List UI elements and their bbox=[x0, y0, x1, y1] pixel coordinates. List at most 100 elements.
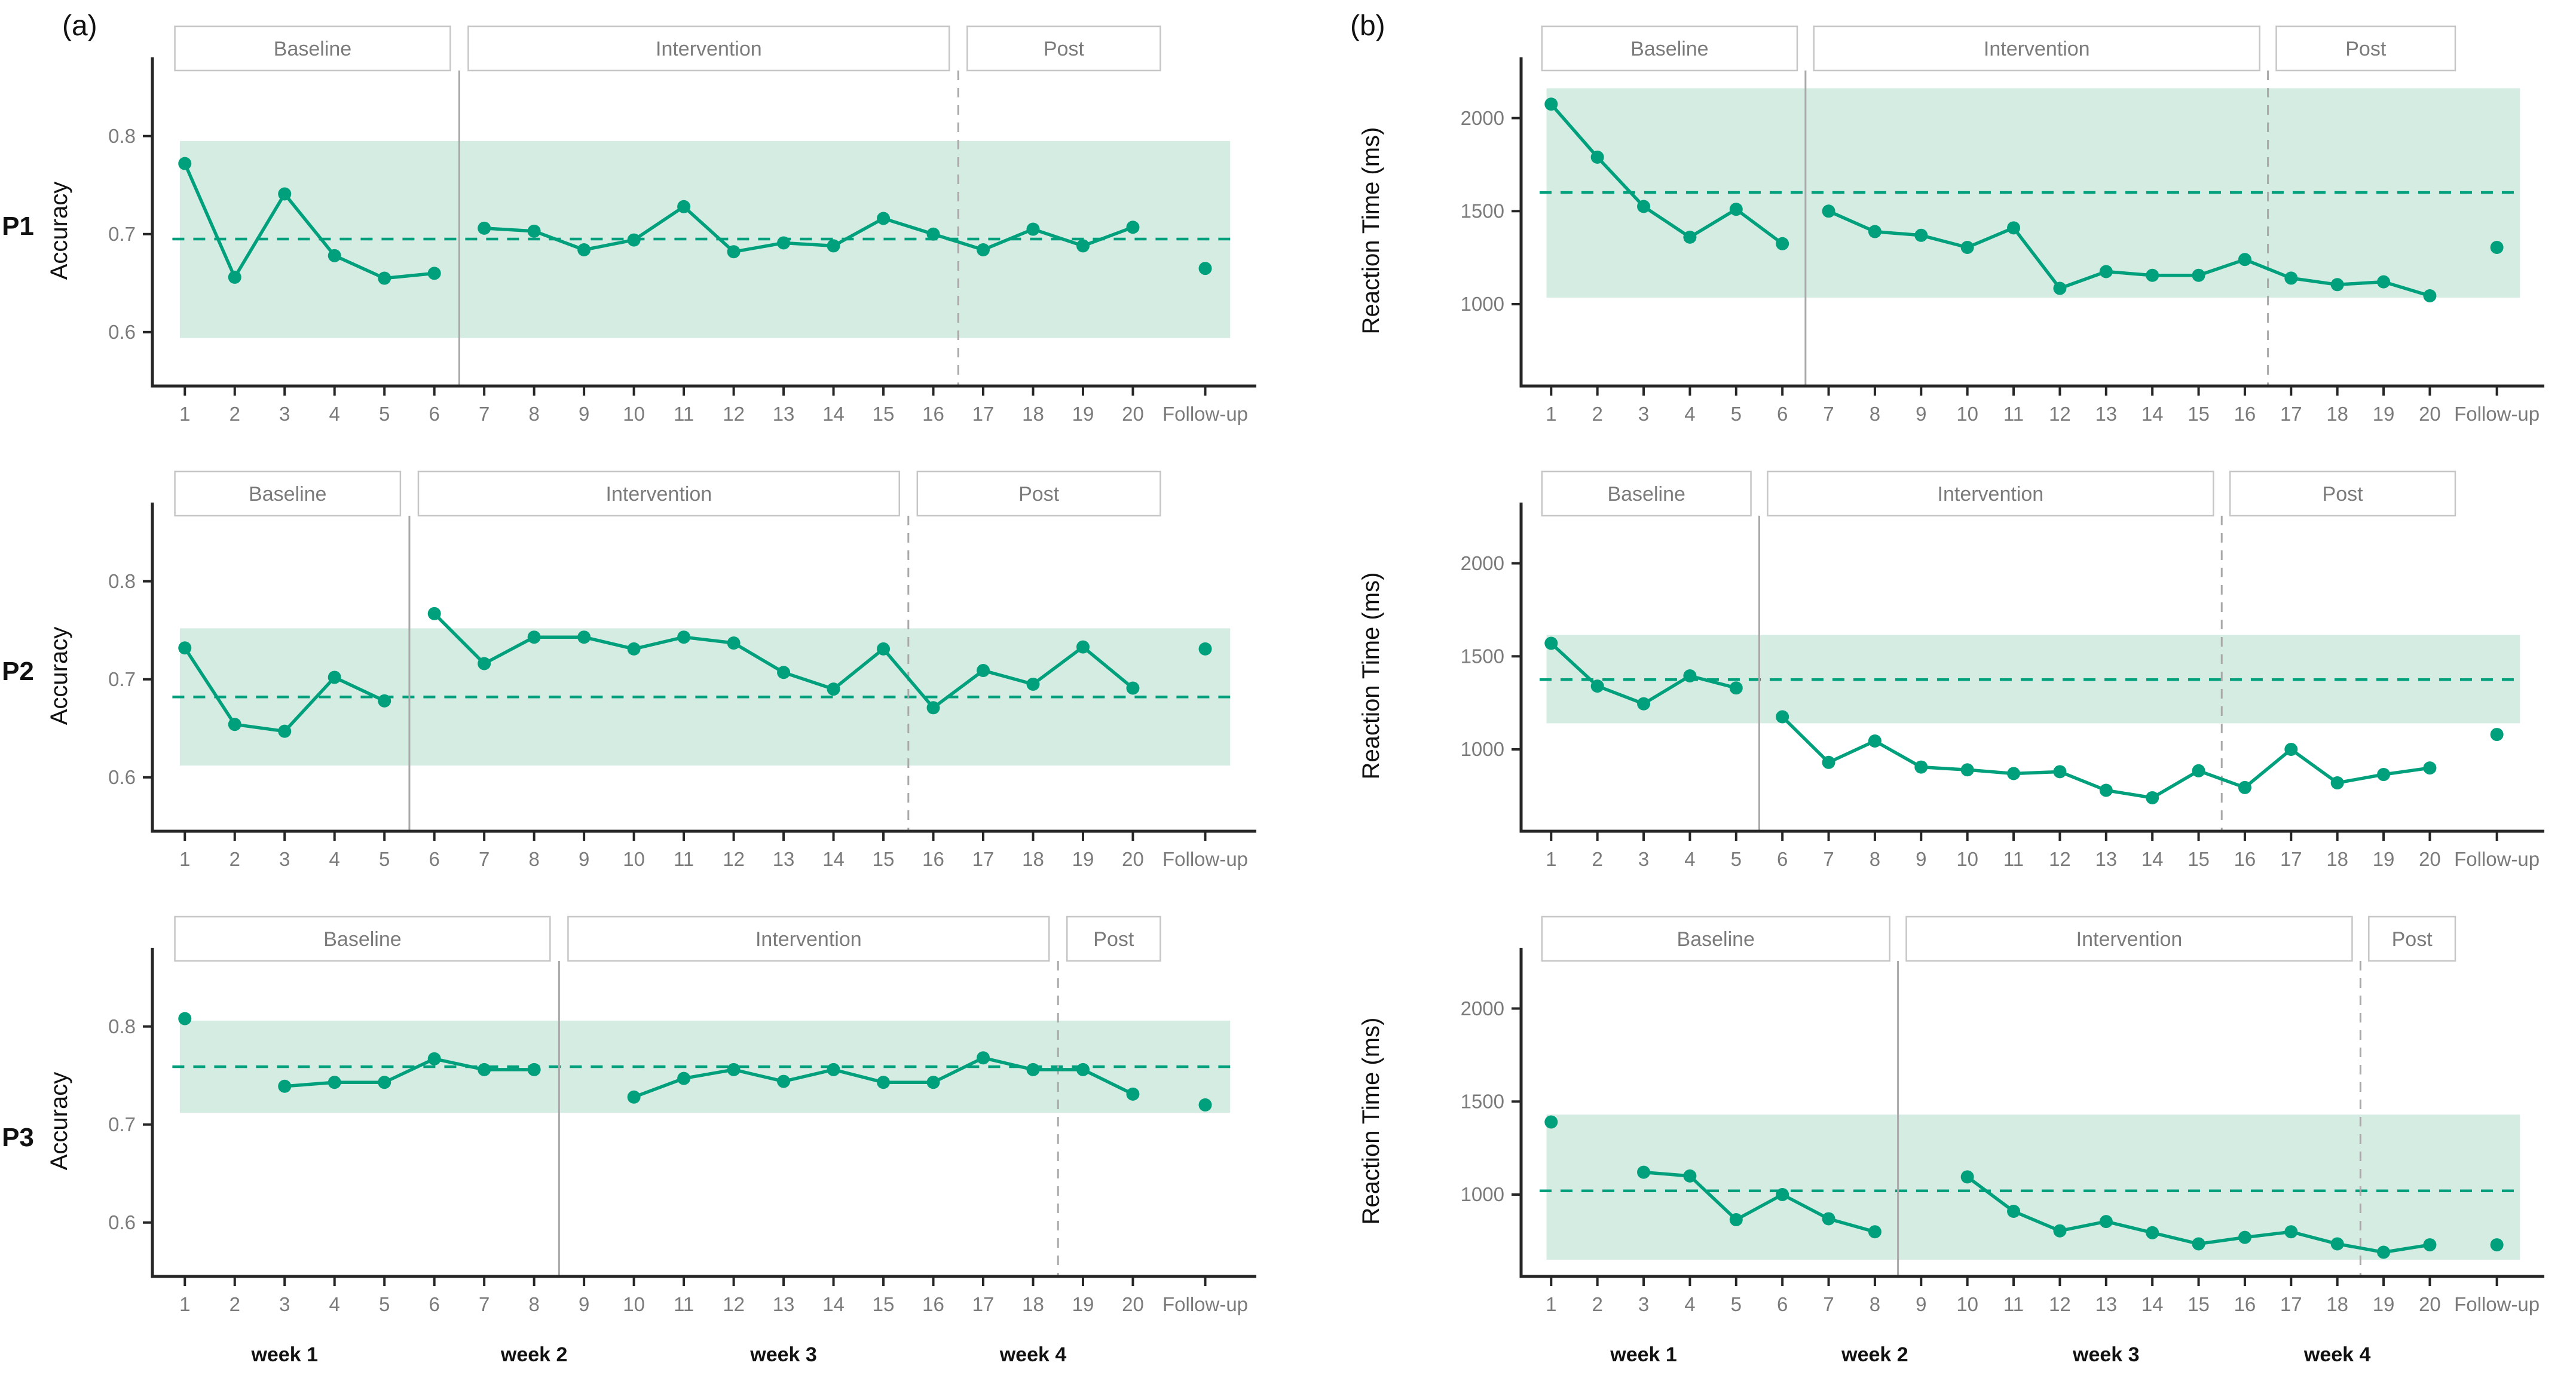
svg-text:16: 16 bbox=[922, 403, 944, 425]
svg-text:17: 17 bbox=[2280, 1293, 2302, 1315]
svg-text:11: 11 bbox=[674, 848, 694, 870]
svg-text:9: 9 bbox=[579, 403, 589, 425]
svg-text:10: 10 bbox=[1956, 848, 1978, 870]
svg-text:10: 10 bbox=[623, 1293, 645, 1315]
svg-text:19: 19 bbox=[1072, 848, 1094, 870]
svg-text:3: 3 bbox=[1638, 1293, 1649, 1315]
svg-text:0.7: 0.7 bbox=[108, 1113, 136, 1135]
svg-text:19: 19 bbox=[2373, 848, 2395, 870]
svg-text:12: 12 bbox=[723, 1293, 745, 1315]
svg-text:week 4: week 4 bbox=[999, 1343, 1067, 1366]
svg-text:18: 18 bbox=[1022, 848, 1044, 870]
svg-text:15: 15 bbox=[2188, 848, 2210, 870]
svg-text:2000: 2000 bbox=[1461, 552, 1504, 574]
svg-text:8: 8 bbox=[528, 403, 539, 425]
svg-text:9: 9 bbox=[579, 848, 589, 870]
svg-text:16: 16 bbox=[922, 1293, 944, 1315]
svg-text:0.8: 0.8 bbox=[108, 125, 136, 147]
svg-text:week 2: week 2 bbox=[1841, 1343, 1908, 1366]
svg-text:Baseline: Baseline bbox=[1607, 483, 1685, 506]
svg-text:week 3: week 3 bbox=[749, 1343, 817, 1366]
svg-text:Follow-up: Follow-up bbox=[2454, 848, 2540, 870]
svg-text:Baseline: Baseline bbox=[1677, 928, 1755, 951]
svg-text:14: 14 bbox=[822, 848, 845, 870]
svg-text:13: 13 bbox=[2095, 848, 2117, 870]
svg-text:2: 2 bbox=[230, 403, 240, 425]
svg-text:4: 4 bbox=[1684, 848, 1695, 870]
svg-text:1500: 1500 bbox=[1461, 200, 1504, 222]
svg-text:1: 1 bbox=[1546, 403, 1556, 425]
svg-text:9: 9 bbox=[1916, 848, 1926, 870]
svg-text:8: 8 bbox=[1870, 1293, 1880, 1315]
svg-text:5: 5 bbox=[1731, 848, 1742, 870]
svg-text:Post: Post bbox=[2323, 483, 2364, 506]
svg-text:week 2: week 2 bbox=[500, 1343, 568, 1366]
svg-text:Follow-up: Follow-up bbox=[1162, 403, 1248, 425]
svg-text:Follow-up: Follow-up bbox=[1162, 1293, 1248, 1315]
participant-label-p3: P3 bbox=[2, 1122, 34, 1152]
svg-text:6: 6 bbox=[1777, 403, 1788, 425]
svg-text:7: 7 bbox=[1823, 403, 1834, 425]
svg-text:5: 5 bbox=[379, 403, 390, 425]
svg-text:8: 8 bbox=[528, 848, 539, 870]
svg-text:1000: 1000 bbox=[1461, 293, 1504, 315]
chart-a-p1-accuracy: 0.60.70.81 2 3 4 5 6 7 8 9 10 11 12 13 14 15 16 17 18 19 20… bbox=[46, 25, 1256, 425]
svg-text:1: 1 bbox=[1546, 1293, 1556, 1315]
svg-text:0.6: 0.6 bbox=[108, 766, 136, 788]
svg-text:12: 12 bbox=[723, 403, 745, 425]
svg-text:10: 10 bbox=[1956, 1293, 1978, 1315]
svg-text:2: 2 bbox=[230, 848, 240, 870]
svg-text:Baseline: Baseline bbox=[323, 928, 401, 951]
svg-text:18: 18 bbox=[2326, 848, 2348, 870]
svg-text:Reaction Time (ms): Reaction Time (ms) bbox=[1358, 1018, 1384, 1225]
svg-text:18: 18 bbox=[2326, 1293, 2348, 1315]
svg-text:11: 11 bbox=[2003, 403, 2024, 425]
svg-text:20: 20 bbox=[1122, 848, 1144, 870]
svg-text:4: 4 bbox=[1684, 403, 1695, 425]
svg-text:11: 11 bbox=[674, 403, 694, 425]
svg-text:5: 5 bbox=[379, 1293, 390, 1315]
svg-text:3: 3 bbox=[279, 1293, 290, 1315]
svg-text:14: 14 bbox=[2141, 1293, 2164, 1315]
panel-a-label: (a) bbox=[62, 10, 97, 42]
svg-text:5: 5 bbox=[1731, 403, 1742, 425]
svg-text:18: 18 bbox=[2326, 403, 2348, 425]
svg-text:Intervention: Intervention bbox=[606, 483, 712, 506]
svg-text:6: 6 bbox=[429, 1293, 440, 1315]
svg-text:8: 8 bbox=[528, 1293, 539, 1315]
svg-text:11: 11 bbox=[674, 1293, 694, 1315]
svg-text:Post: Post bbox=[1093, 928, 1134, 951]
svg-text:4: 4 bbox=[1684, 1293, 1695, 1315]
svg-text:4: 4 bbox=[329, 403, 340, 425]
svg-text:6: 6 bbox=[1777, 848, 1788, 870]
chart-row-b-p3: 1000 1500 2000 1 2 3 4 5 6 7 8 9 10 11 12 13 14 15 16 17 18 1… bbox=[1288, 894, 2576, 1381]
svg-text:2: 2 bbox=[1592, 1293, 1602, 1315]
svg-text:Accuracy: Accuracy bbox=[46, 627, 72, 725]
svg-text:20: 20 bbox=[2419, 1293, 2441, 1315]
svg-text:17: 17 bbox=[972, 1293, 995, 1315]
svg-text:12: 12 bbox=[2049, 848, 2071, 870]
svg-text:17: 17 bbox=[2280, 848, 2302, 870]
svg-text:7: 7 bbox=[1823, 848, 1834, 870]
svg-text:0.8: 0.8 bbox=[108, 1015, 136, 1037]
svg-text:14: 14 bbox=[822, 403, 845, 425]
svg-text:8: 8 bbox=[1870, 848, 1880, 870]
svg-text:4: 4 bbox=[329, 1293, 340, 1315]
svg-text:Intervention: Intervention bbox=[755, 928, 862, 951]
svg-text:1: 1 bbox=[179, 403, 190, 425]
svg-text:Post: Post bbox=[2345, 38, 2387, 60]
svg-text:week 4: week 4 bbox=[2303, 1343, 2371, 1366]
svg-text:7: 7 bbox=[479, 403, 489, 425]
svg-text:3: 3 bbox=[1638, 403, 1649, 425]
svg-text:14: 14 bbox=[2141, 848, 2164, 870]
svg-text:Accuracy: Accuracy bbox=[46, 182, 72, 280]
svg-text:15: 15 bbox=[2188, 1293, 2210, 1315]
svg-text:Reaction Time (ms): Reaction Time (ms) bbox=[1358, 572, 1384, 780]
chart-row-b-p2: 1000 1500 2000 1 2 3 4 5 6 7 8 9 10 11 12 13 14 15 16 17 18 1… bbox=[1288, 449, 2576, 894]
svg-text:20: 20 bbox=[1122, 403, 1144, 425]
svg-text:14: 14 bbox=[822, 1293, 845, 1315]
svg-text:Post: Post bbox=[1044, 38, 1085, 60]
svg-text:10: 10 bbox=[623, 848, 645, 870]
